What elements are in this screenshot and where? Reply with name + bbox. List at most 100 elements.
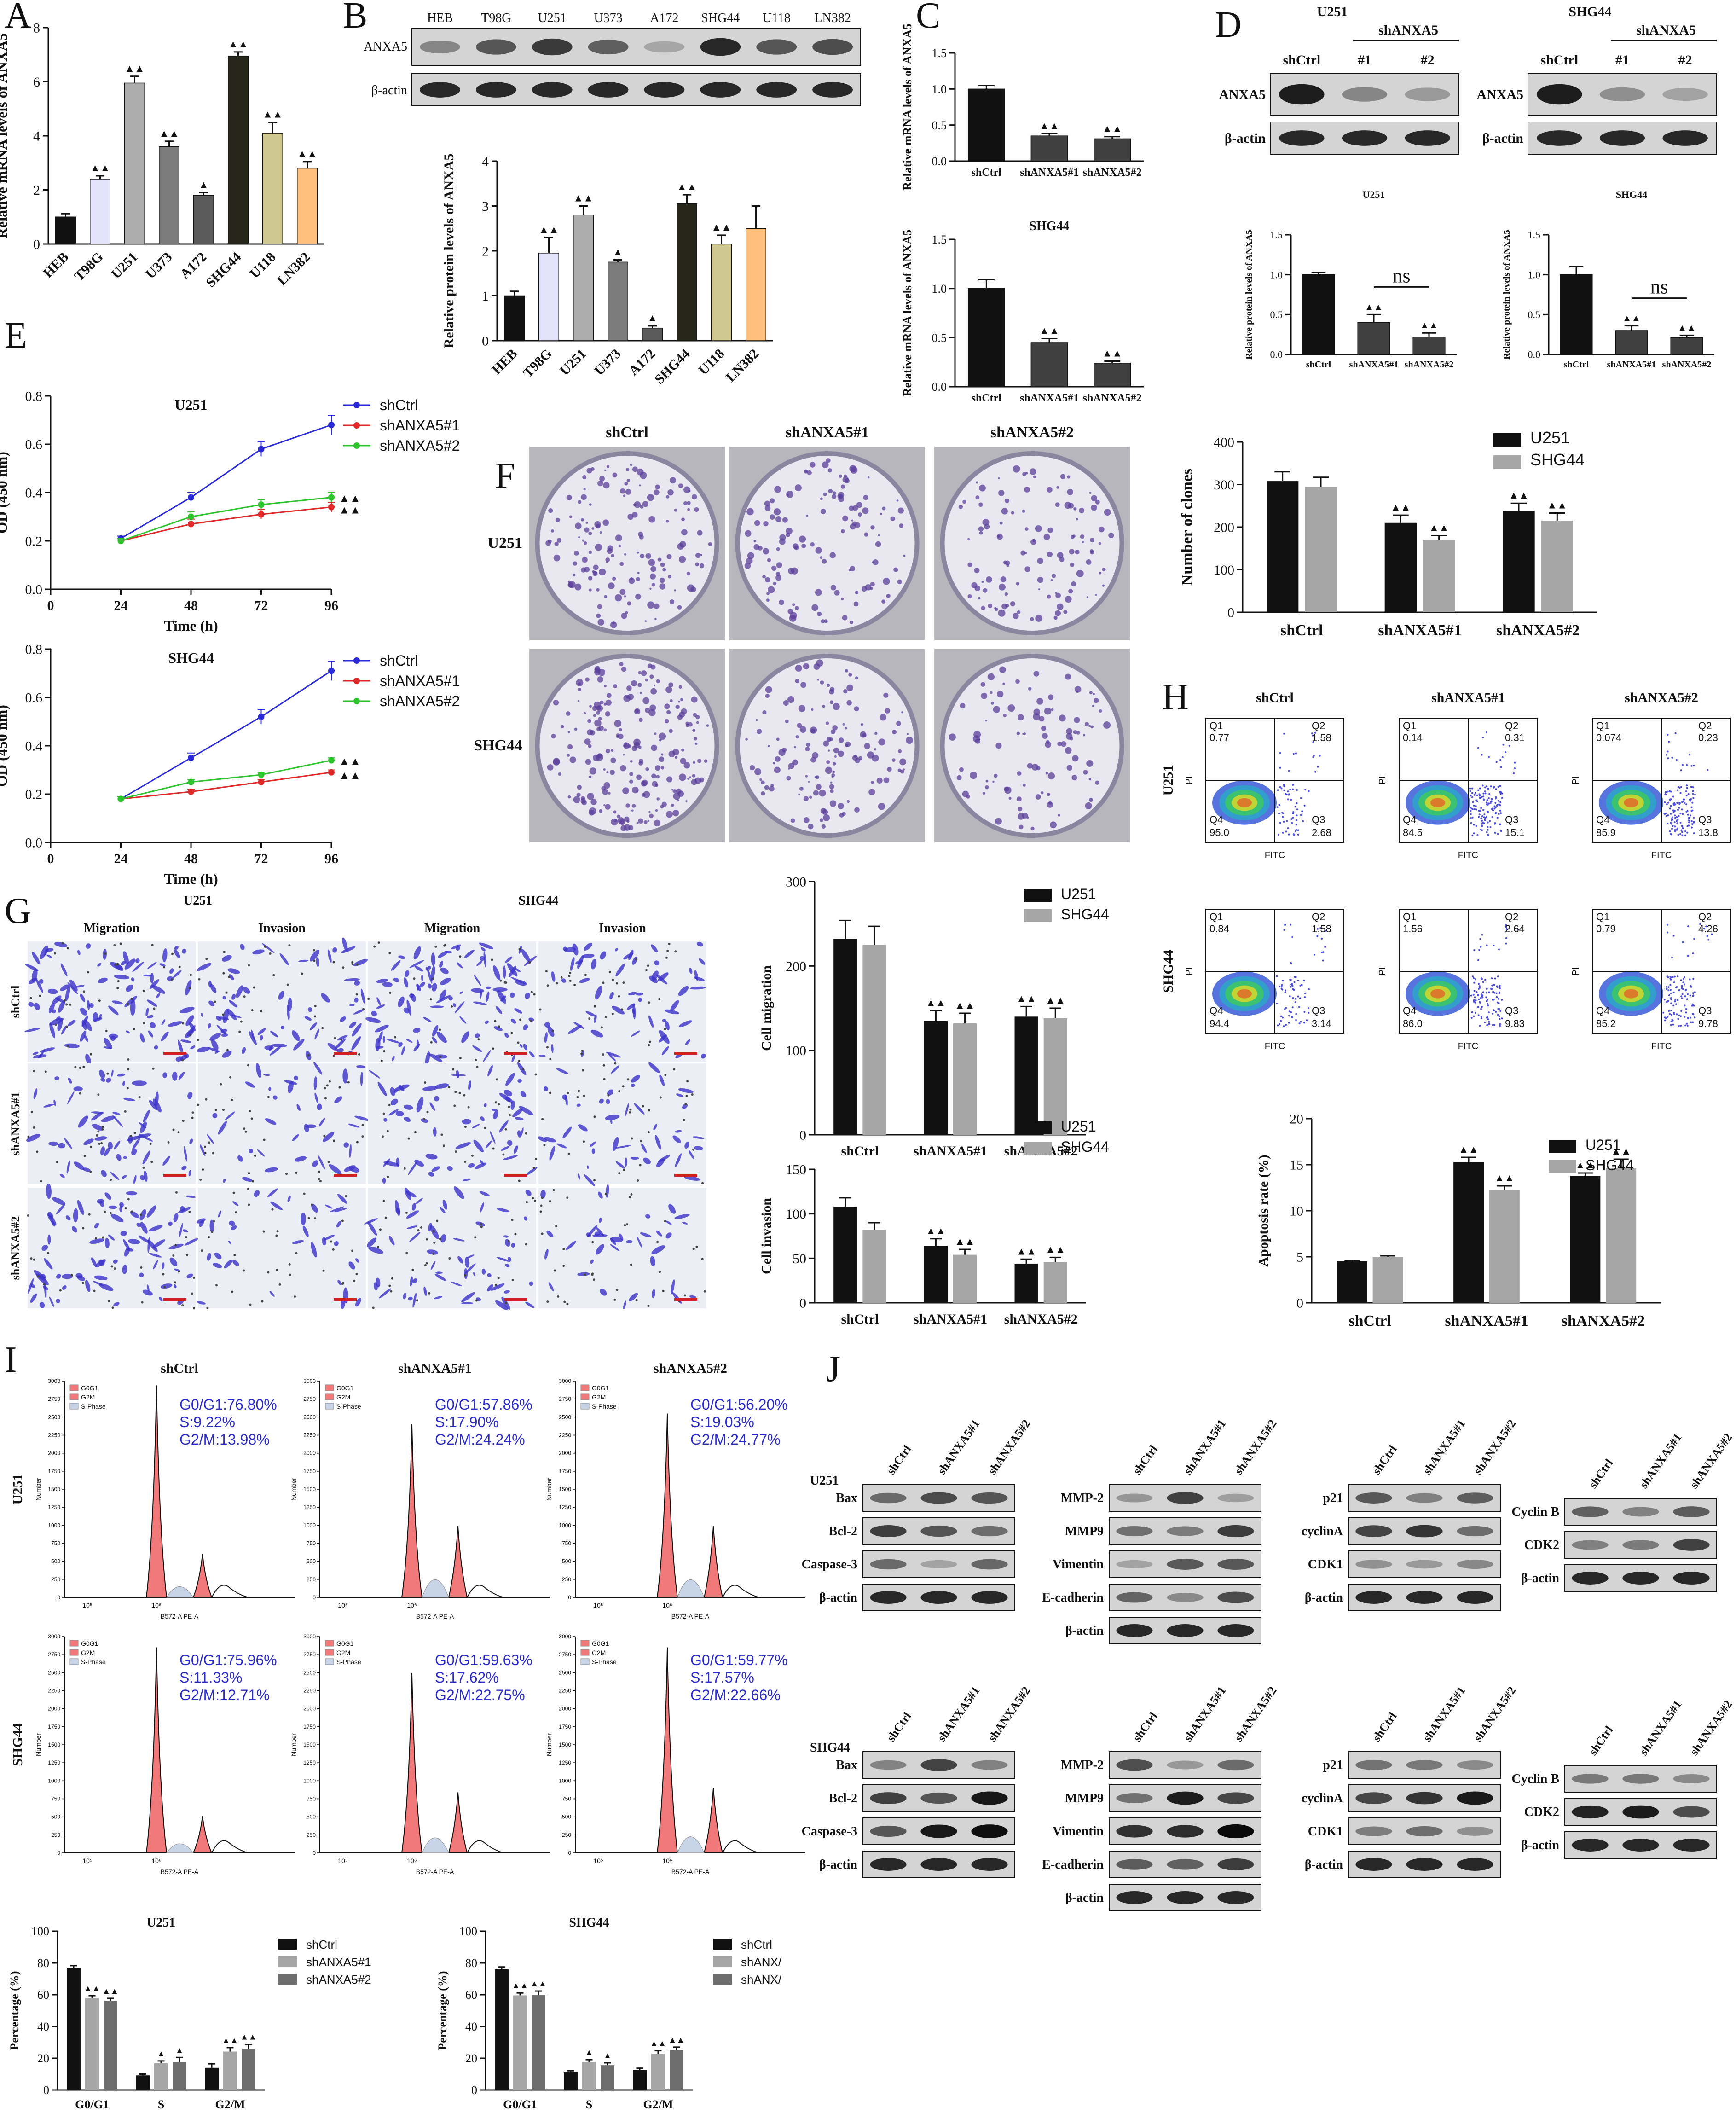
legend-label: shANXA5#1 xyxy=(380,417,460,434)
flow-event xyxy=(1662,1011,1665,1014)
x-tick-label: SHG44 xyxy=(203,250,244,290)
blot-lane-label: #2 xyxy=(1421,52,1435,68)
colony xyxy=(897,579,902,585)
flow-event xyxy=(1681,808,1683,811)
flow-event xyxy=(1680,1025,1682,1027)
flow-event xyxy=(1476,834,1479,836)
cell xyxy=(66,1160,70,1174)
colony xyxy=(597,753,602,758)
y-tick-label: 100 xyxy=(459,1925,477,1938)
pore xyxy=(233,1254,236,1256)
cell xyxy=(114,975,130,980)
flow-event xyxy=(1496,1001,1499,1004)
colony xyxy=(870,581,875,587)
pore xyxy=(243,1269,245,1272)
flow-event xyxy=(1282,1016,1284,1019)
pore xyxy=(330,1240,333,1243)
cell xyxy=(280,1025,284,1030)
colony xyxy=(567,795,571,799)
pore xyxy=(631,1137,633,1140)
colony xyxy=(1073,730,1077,734)
colony xyxy=(642,501,648,507)
pore xyxy=(484,1126,486,1129)
pore xyxy=(203,1145,206,1148)
cell xyxy=(364,1218,378,1225)
colony xyxy=(582,475,587,479)
colony xyxy=(1089,492,1092,494)
cell xyxy=(433,1127,437,1137)
colony xyxy=(603,804,606,807)
colony xyxy=(566,494,572,501)
cell xyxy=(130,1211,139,1219)
series-line xyxy=(121,772,332,800)
pore xyxy=(662,1289,665,1292)
colony xyxy=(583,488,586,491)
colony xyxy=(1032,539,1036,542)
flow-event xyxy=(1316,928,1319,930)
colony xyxy=(1003,714,1007,717)
significance-mark: ▲▲ xyxy=(228,38,249,50)
pore xyxy=(205,958,208,960)
histogram-y-label: Number xyxy=(545,1478,553,1501)
cell xyxy=(98,977,108,983)
pore xyxy=(249,1110,251,1113)
colony xyxy=(747,552,754,559)
colony xyxy=(704,759,708,763)
flow-event xyxy=(1673,814,1676,817)
colony xyxy=(962,499,966,504)
flow-event xyxy=(1303,804,1306,807)
cell xyxy=(412,1278,417,1283)
flow-event xyxy=(1678,1025,1680,1027)
colony xyxy=(845,741,851,747)
significance-mark: ▲ xyxy=(199,179,209,190)
cell xyxy=(160,1283,173,1289)
histogram-y-tick-label: 2250 xyxy=(559,1688,571,1694)
colony xyxy=(574,727,578,731)
colony xyxy=(819,818,824,822)
flow-event xyxy=(1664,1019,1666,1022)
colony xyxy=(631,680,637,686)
colony xyxy=(1006,563,1010,567)
histogram-y-tick-label: 1750 xyxy=(48,1468,60,1475)
colony xyxy=(787,767,790,770)
cell xyxy=(453,1186,464,1199)
bar xyxy=(1670,337,1703,355)
colony xyxy=(645,708,650,713)
colony xyxy=(1088,798,1094,802)
significance-mark: ▲▲ xyxy=(1458,1144,1479,1155)
flow-event xyxy=(1688,817,1690,819)
colony xyxy=(604,685,607,688)
pore xyxy=(562,1248,565,1251)
flow-event xyxy=(1490,800,1493,802)
cell xyxy=(494,1026,503,1031)
histogram-x-tick-label: 10⁵ xyxy=(593,1857,603,1864)
flow-event xyxy=(1491,808,1493,810)
colony xyxy=(745,738,748,741)
pore xyxy=(141,1301,144,1304)
cell xyxy=(490,1283,505,1291)
cell xyxy=(216,1016,221,1021)
cell xyxy=(80,993,85,1002)
cell xyxy=(428,1172,434,1177)
cell xyxy=(416,984,421,991)
colony xyxy=(645,678,648,682)
pore xyxy=(602,1064,605,1067)
cell xyxy=(143,1289,153,1296)
colony xyxy=(659,756,665,762)
flow-event xyxy=(1499,804,1501,807)
colony xyxy=(615,534,622,541)
flow-event xyxy=(1481,754,1483,756)
cell xyxy=(84,1035,89,1042)
colony xyxy=(992,780,995,783)
blot-band xyxy=(870,1825,907,1837)
cell xyxy=(631,1083,635,1087)
colony xyxy=(593,714,596,717)
cell xyxy=(491,1109,498,1112)
flow-event xyxy=(1473,990,1476,992)
colony xyxy=(659,583,666,590)
pore xyxy=(222,1013,225,1016)
colony xyxy=(603,728,607,732)
flow-event xyxy=(1470,795,1472,797)
blot-lane-label: LN382 xyxy=(814,11,851,25)
data-point xyxy=(258,714,265,720)
